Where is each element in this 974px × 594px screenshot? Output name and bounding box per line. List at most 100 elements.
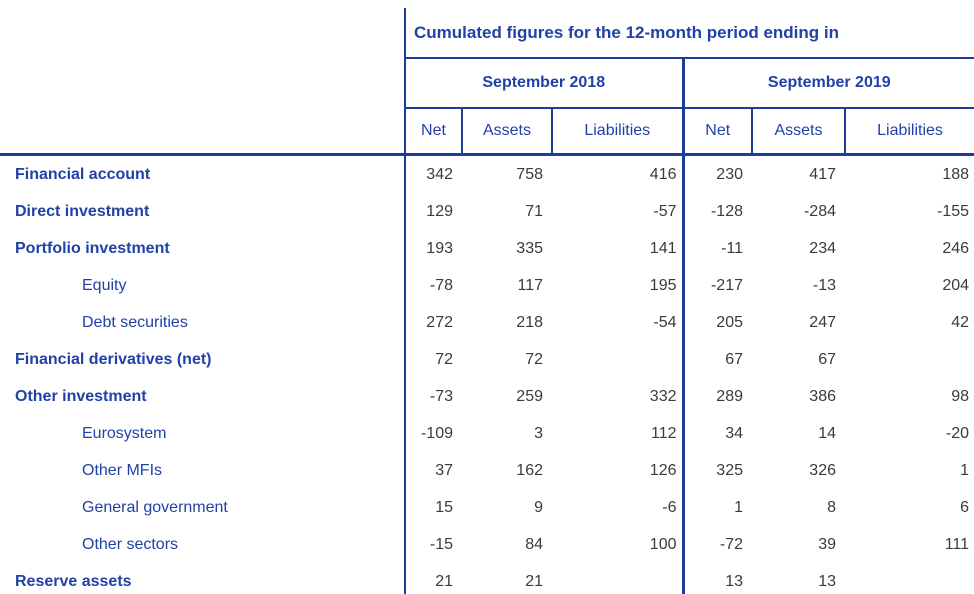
row-label: Other sectors: [82, 535, 179, 553]
cell-value: -284: [803, 202, 836, 220]
row-label: Financial account: [15, 165, 151, 183]
row-label: Direct investment: [15, 202, 150, 220]
cell-value: -20: [945, 424, 970, 442]
cell-value: 9: [534, 498, 543, 516]
row-label: Eurosystem: [82, 424, 167, 442]
table-row: Financial derivatives (net) 72 72 67 67: [0, 341, 974, 378]
cell-value: 272: [404, 304, 462, 341]
cell-value: 21: [404, 563, 462, 594]
cell-value: -15: [404, 526, 462, 563]
cell-value: -155: [937, 202, 970, 220]
cell-value: 1: [960, 461, 970, 479]
cell-value: 72: [404, 341, 462, 378]
cell-value: 230: [681, 154, 752, 193]
cell-value: 8: [827, 498, 836, 516]
period-september-2018: September 2018: [404, 58, 683, 109]
header-spacer: [0, 58, 405, 108]
header-spacer: [0, 108, 405, 156]
cell-value: 117: [517, 276, 543, 294]
cell-value: 112: [650, 424, 677, 442]
cell-value: 758: [516, 165, 543, 183]
cell-value: -109: [404, 415, 462, 452]
cell-value: 386: [809, 387, 836, 405]
cell-value: 162: [516, 461, 543, 479]
cell-value: 42: [951, 313, 970, 331]
cell-value: 67: [681, 341, 752, 378]
cell-value: 39: [818, 535, 836, 553]
table-row: Eurosystem -109 3 112 34 14 -20: [0, 415, 974, 452]
cell-value: -72: [681, 526, 752, 563]
col-header-liabilities-2018: Liabilities: [551, 108, 683, 156]
table-row: Other sectors -15 84 100 -72 39 111: [0, 526, 974, 563]
cell-value: 3: [534, 424, 543, 442]
column-header-row: Net Assets Liabilities Net Assets Liabil…: [0, 108, 974, 156]
cell-value: 325: [681, 452, 752, 489]
table-row: Financial account 342 758 416 230 417 18…: [0, 154, 974, 193]
row-label: Other investment: [15, 387, 147, 405]
period-september-2019: September 2019: [681, 58, 974, 109]
header-spacer: [0, 8, 405, 58]
cell-value: 67: [818, 350, 836, 368]
cell-value: 13: [681, 563, 752, 594]
row-label: Reserve assets: [15, 572, 132, 590]
cell-value: 100: [649, 535, 677, 553]
cell-value: [845, 341, 974, 378]
table-row: Other MFIs 37 162 126 325 326 1: [0, 452, 974, 489]
cell-value: 204: [942, 276, 970, 294]
cell-value: 15: [404, 489, 462, 526]
cell-value: 342: [404, 154, 462, 193]
cell-value: 98: [951, 387, 970, 405]
cell-value: 126: [649, 461, 677, 479]
cell-value: 1: [681, 489, 752, 526]
table-row: Other investment -73 259 332 289 386 98: [0, 378, 974, 415]
table-title-row: Cumulated figures for the 12-month perio…: [0, 8, 974, 59]
cell-value: 72: [525, 350, 543, 368]
cell-value: 188: [942, 165, 970, 183]
table-title: Cumulated figures for the 12-month perio…: [403, 8, 974, 59]
cell-value: -54: [653, 313, 677, 331]
col-header-liabilities-2019: Liabilities: [843, 108, 974, 156]
cell-value: -217: [681, 267, 752, 304]
col-header-assets-2018: Assets: [461, 108, 552, 156]
cell-value: -78: [404, 267, 462, 304]
row-label: Portfolio investment: [15, 239, 170, 257]
col-header-net-2018: Net: [404, 108, 462, 156]
cell-value: 37: [404, 452, 462, 489]
cell-value: 246: [942, 239, 970, 257]
cell-value: -13: [812, 276, 836, 294]
cell-value: 247: [809, 313, 836, 331]
cell-value: [552, 341, 683, 378]
table-row: General government 15 9 -6 1 8 6: [0, 489, 974, 526]
cell-value: -73: [404, 378, 462, 415]
cell-value: 218: [516, 313, 543, 331]
row-label: Debt securities: [82, 313, 188, 331]
cell-value: 14: [818, 424, 836, 442]
cell-value: 71: [525, 202, 543, 220]
row-label: Financial derivatives (net): [15, 350, 212, 368]
cell-value: 34: [681, 415, 752, 452]
cell-value: 193: [404, 230, 462, 267]
cell-value: 234: [809, 239, 836, 257]
cell-value: -11: [681, 230, 752, 267]
cell-value: 6: [960, 498, 970, 516]
cell-value: 21: [525, 572, 543, 590]
row-label: Equity: [82, 276, 127, 294]
cell-value: 326: [809, 461, 836, 479]
balance-of-payments-table: Cumulated figures for the 12-month perio…: [0, 8, 974, 594]
row-label: General government: [82, 498, 228, 516]
table-row: Reserve assets 21 21 13 13: [0, 563, 974, 594]
cell-value: -6: [662, 498, 677, 516]
cell-value: 332: [649, 387, 677, 405]
cell-value: 335: [516, 239, 543, 257]
cell-value: 259: [516, 387, 543, 405]
table-row: Equity -78 117 195 -217 -13 204: [0, 267, 974, 304]
period-header-row: September 2018 September 2019: [0, 58, 974, 109]
table-row: Direct investment 129 71 -57 -128 -284 -…: [0, 193, 974, 230]
col-header-net-2019: Net: [681, 108, 752, 156]
cell-value: 195: [649, 276, 677, 294]
cell-value: 141: [649, 239, 677, 257]
table-row: Portfolio investment 193 335 141 -11 234…: [0, 230, 974, 267]
table-row: Debt securities 272 218 -54 205 247 42: [0, 304, 974, 341]
cell-value: -128: [681, 193, 752, 230]
